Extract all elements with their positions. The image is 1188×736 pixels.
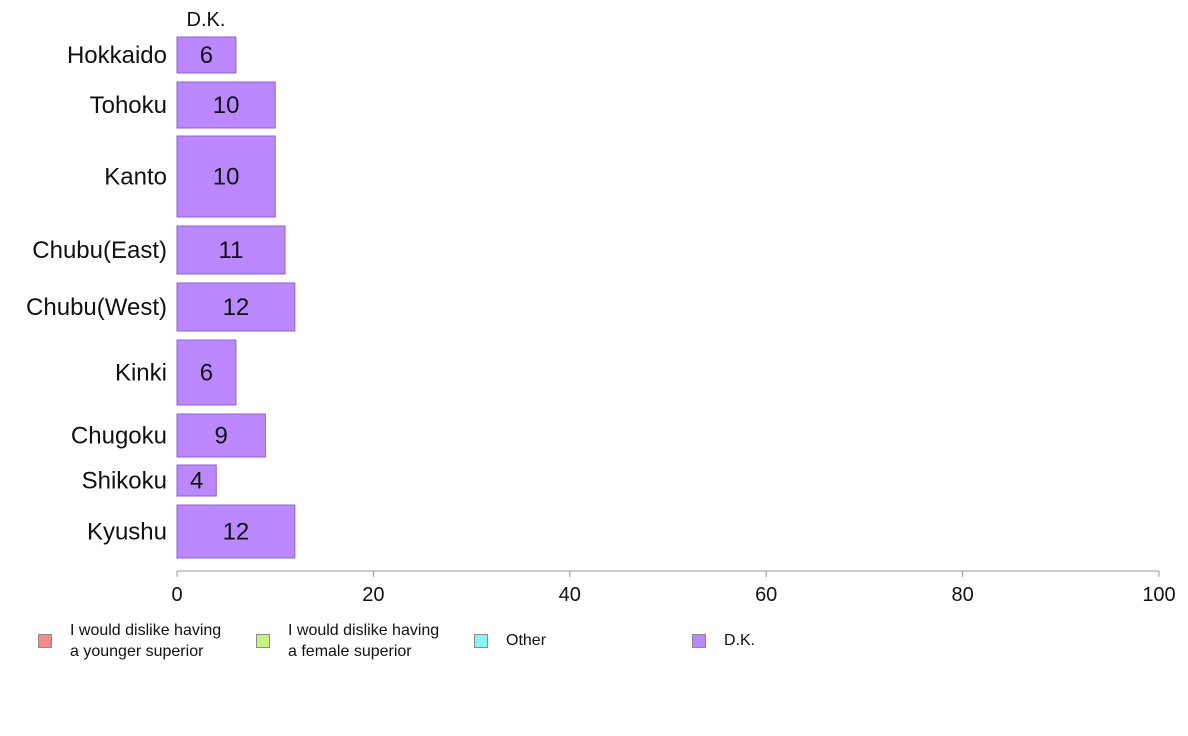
legend-label-dk: D.K. xyxy=(724,632,756,649)
legend-item-dk: D.K. xyxy=(692,620,755,651)
x-tick-label-60: 60 xyxy=(755,584,777,606)
bar-kanto xyxy=(176,135,276,218)
category-label-hokkaido: Hokkaido xyxy=(67,42,167,69)
legend-item-female-superior: I would dislike having a female superior xyxy=(256,620,439,662)
legend-swatch-other xyxy=(474,634,488,648)
bar-kyushu xyxy=(176,504,296,559)
x-tick-label-20: 20 xyxy=(362,584,384,606)
bar-value-shikoku: 4 xyxy=(190,468,203,495)
bar-shikoku xyxy=(176,464,217,497)
column-label: D.K. xyxy=(187,9,226,31)
category-label-tohoku: Tohoku xyxy=(90,92,167,119)
bar-chubu-east xyxy=(176,225,286,275)
x-tick-label-100: 100 xyxy=(1142,584,1175,606)
bar-chugoku xyxy=(176,413,266,458)
legend-label-younger-superior: I would dislike having a younger superio… xyxy=(70,622,222,660)
bar-hokkaido xyxy=(176,36,237,74)
bar-value-kinki: 6 xyxy=(200,360,213,387)
x-axis: 0 20 40 60 80 100 xyxy=(171,570,1176,606)
legend: I would dislike having a younger superio… xyxy=(38,620,1138,668)
bar-value-hokkaido: 6 xyxy=(200,42,213,69)
legend-swatch-female-superior xyxy=(256,634,270,648)
bars-group: Hokkaido 6 Tohoku 10 Kanto 10 Chubu(East) 11 Chu… xyxy=(26,36,296,559)
bar-value-tohoku: 10 xyxy=(213,92,240,119)
category-label-chubu-west: Chubu(West) xyxy=(26,294,167,321)
category-label-chubu-east: Chubu(East) xyxy=(32,237,167,264)
bar-tohoku xyxy=(176,81,276,129)
bar-value-chubu-east: 11 xyxy=(219,237,244,264)
category-label-shikoku: Shikoku xyxy=(82,468,167,495)
bar-value-kanto: 10 xyxy=(213,164,240,191)
bar-value-chubu-west: 12 xyxy=(223,294,250,321)
category-label-kyushu: Kyushu xyxy=(87,519,167,546)
bar-value-kyushu: 12 xyxy=(223,519,250,546)
legend-swatch-younger-superior xyxy=(38,634,52,648)
category-label-kinki: Kinki xyxy=(115,360,167,387)
category-label-chugoku: Chugoku xyxy=(71,423,167,450)
legend-label-other: Other xyxy=(506,632,547,649)
legend-item-other: Other xyxy=(474,620,546,651)
legend-item-younger-superior: I would dislike having a younger superio… xyxy=(38,620,221,662)
x-tick-label-0: 0 xyxy=(171,584,182,606)
legend-swatch-dk xyxy=(692,634,706,648)
x-tick-label-80: 80 xyxy=(951,584,973,606)
x-tick-label-40: 40 xyxy=(559,584,581,606)
category-label-kanto: Kanto xyxy=(104,164,167,191)
legend-label-female-superior: I would dislike having a female superior xyxy=(288,622,440,660)
bar-value-chugoku: 9 xyxy=(215,423,228,450)
bar-kinki xyxy=(176,339,237,406)
bar-chubu-west xyxy=(176,282,296,332)
